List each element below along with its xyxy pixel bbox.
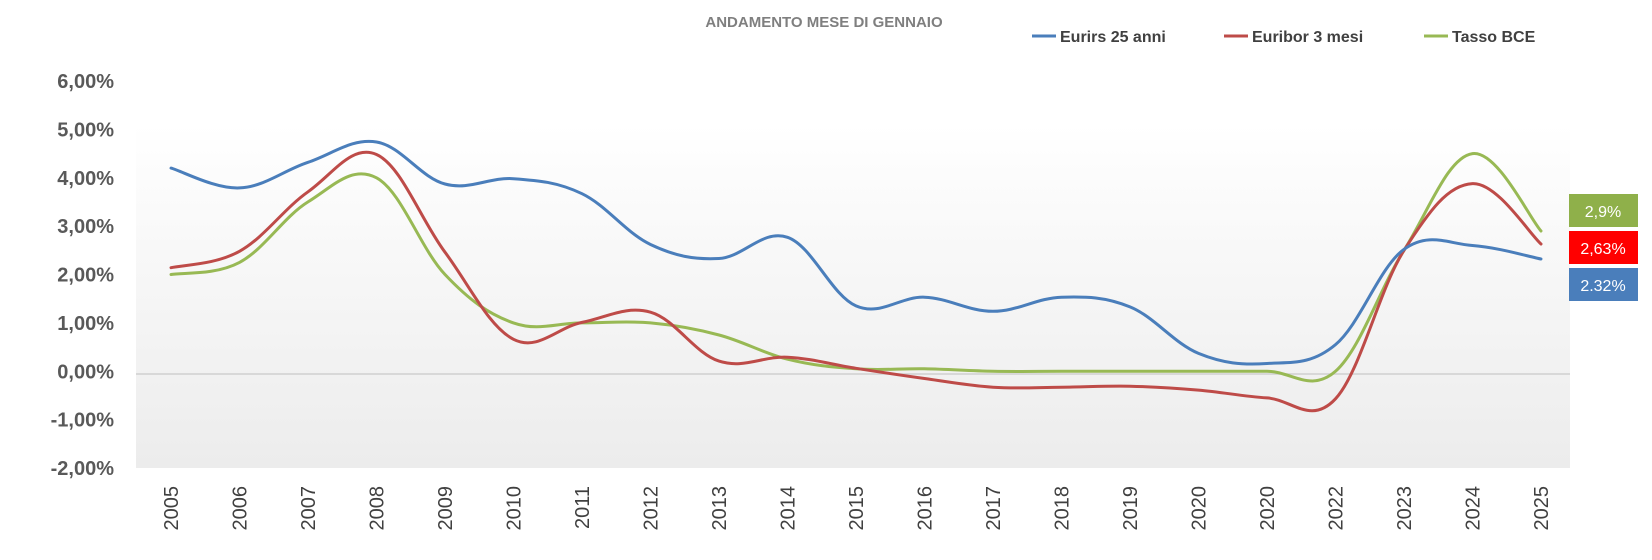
y-tick-label: -2,00% [51, 458, 115, 480]
x-tick-label: 2007 [298, 486, 320, 531]
x-tick-label: 2012 [641, 486, 663, 531]
badges: 2,9% 2,63% 2.32% [1569, 194, 1638, 301]
legend-item-eurirs: Eurirs 25 anni [1032, 29, 1166, 46]
y-tick-label: 6,00% [57, 71, 114, 93]
x-axis: 2005 2006 2007 2008 2009 2010 2011 2012 2013 2014… [161, 486, 1553, 531]
badge-bce: 2,9% [1569, 194, 1638, 227]
x-tick-label: 2020 [1189, 486, 1211, 531]
x-tick-label: 2024 [1463, 486, 1485, 531]
badge-eurirs: 2.32% [1569, 268, 1638, 301]
badge-euribor-bg [1569, 231, 1638, 264]
series-line-euribor [169, 150, 1543, 413]
x-tick-label: 2009 [435, 486, 457, 531]
y-tick-label: 1,00% [57, 313, 114, 335]
legend-label-euribor: Euribor 3 mesi [1252, 29, 1363, 46]
badge-bce-label: 2,9% [1585, 204, 1621, 221]
badge-euribor: 2,63% [1569, 231, 1638, 264]
y-tick-label: 5,00% [57, 119, 114, 141]
x-tick-label: 2013 [709, 486, 731, 531]
x-tick-label: 2017 [983, 486, 1005, 531]
chart-title: ANDAMENTO MESE DI GENNAIO [705, 14, 943, 31]
x-tick-label: 2006 [230, 486, 252, 531]
x-tick-label: 2005 [161, 486, 183, 531]
badge-bce-bg [1569, 194, 1638, 227]
badge-eurirs-bg [1569, 268, 1638, 301]
legend: Eurirs 25 anni Euribor 3 mesi Tasso BCE [1032, 29, 1536, 46]
x-tick-label: 2020 [1257, 486, 1279, 531]
legend-label-bce: Tasso BCE [1452, 29, 1536, 46]
y-axis: 6,00% 5,00% 4,00% 3,00% 2,00% 1,00% 0,00% -1,00… [51, 71, 115, 480]
y-tick-label: 4,00% [57, 168, 114, 190]
y-tick-label: 3,00% [57, 216, 114, 238]
x-tick-label: 2010 [504, 486, 526, 531]
legend-item-bce: Tasso BCE [1424, 29, 1536, 46]
x-tick-label: 2018 [1052, 486, 1074, 531]
x-tick-label: 2015 [846, 486, 868, 531]
legend-label-eurirs: Eurirs 25 anni [1060, 29, 1166, 46]
series-line-eurirs [169, 139, 1543, 366]
badge-eurirs-label: 2.32% [1580, 278, 1625, 295]
y-tick-label: -1,00% [51, 410, 115, 432]
x-tick-label: 2008 [367, 486, 389, 531]
x-tick-label: 2025 [1531, 486, 1553, 531]
badge-euribor-label: 2,63% [1580, 241, 1625, 258]
x-tick-label: 2011 [572, 486, 594, 529]
y-tick-label: 2,00% [57, 265, 114, 287]
series-lines [169, 139, 1543, 413]
x-tick-label: 2016 [915, 486, 937, 531]
x-tick-label: 2022 [1326, 486, 1348, 531]
plot-area [136, 124, 1570, 468]
x-tick-label: 2019 [1120, 486, 1142, 531]
y-tick-label: 0,00% [57, 361, 114, 383]
legend-item-euribor: Euribor 3 mesi [1224, 29, 1363, 46]
x-tick-label: 2014 [778, 486, 800, 531]
x-tick-label: 2023 [1394, 486, 1416, 531]
